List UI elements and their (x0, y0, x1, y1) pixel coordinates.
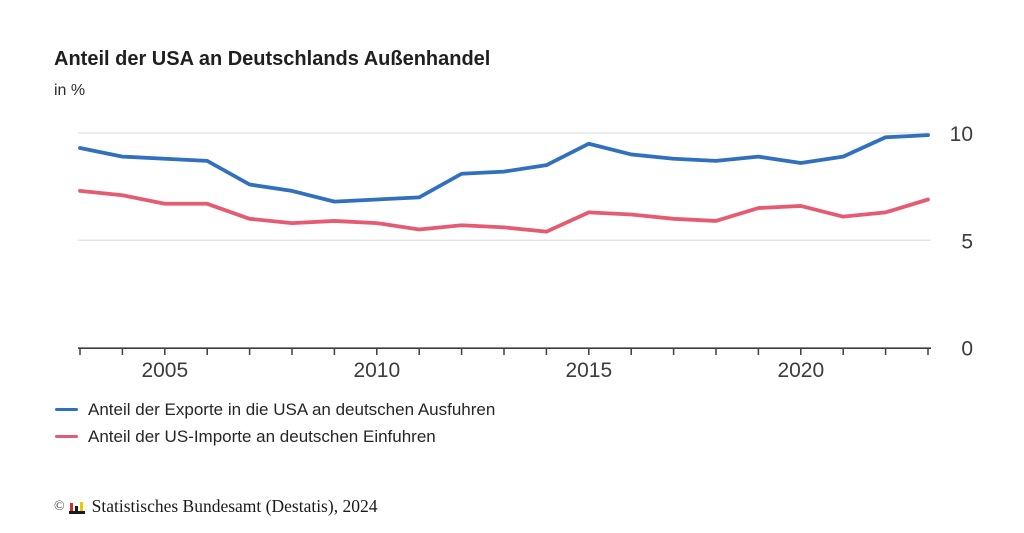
legend: Anteil der Exporte in die USA an deutsch… (55, 400, 495, 454)
chart-title: Anteil der USA an Deutschlands Außenhand… (54, 48, 491, 70)
legend-item-exports: Anteil der Exporte in die USA an deutsch… (55, 400, 495, 419)
imports-line (78, 189, 930, 234)
copyright-symbol: © (54, 498, 65, 514)
source-footer: © Statistisches Bundesamt (Destatis), 20… (54, 496, 377, 517)
logo-bar-red (69, 502, 74, 511)
chart-unit-label: in % (54, 82, 86, 99)
imports-line-swatch-icon (55, 434, 78, 439)
x-tick-label-2010: 2010 (353, 359, 400, 382)
exports-line (78, 133, 930, 204)
x-tick-label-2020: 2020 (777, 359, 824, 382)
legend-item-imports: Anteil der US-Importe an deutschen Einfu… (55, 427, 495, 446)
source-text: Statistisches Bundesamt (Destatis), 2024 (91, 496, 378, 516)
logo-bar-black (74, 505, 79, 511)
logo-baseline (68, 511, 85, 514)
x-tick-label-2005: 2005 (141, 359, 188, 382)
destatis-logo-icon (68, 500, 85, 514)
legend-label-exports: Anteil der Exporte in die USA an deutsch… (88, 399, 496, 419)
logo-bar-gold (79, 501, 84, 511)
line-chart-plot-area: 2005 2010 2015 2020 0 5 10 (78, 123, 973, 382)
y-tick-label-10: 10 (950, 123, 973, 146)
y-tick-label-5: 5 (961, 230, 973, 253)
x-tick-label-2015: 2015 (565, 359, 612, 382)
legend-label-imports: Anteil der US-Importe an deutschen Einfu… (88, 426, 436, 446)
y-tick-label-0: 0 (961, 338, 973, 361)
exports-line-swatch-icon (55, 407, 78, 412)
